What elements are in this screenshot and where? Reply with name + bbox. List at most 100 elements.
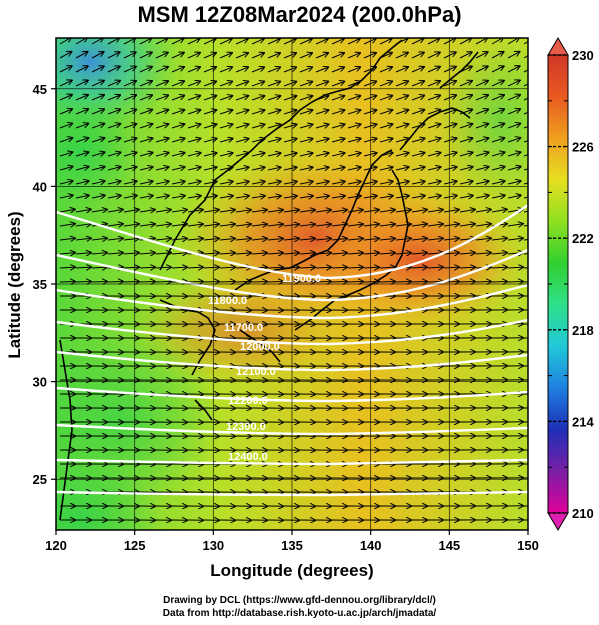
wind-arrow bbox=[203, 39, 216, 45]
y-tick-label: 45 bbox=[33, 82, 47, 97]
wind-arrow bbox=[251, 124, 264, 128]
wind-arrow bbox=[507, 167, 521, 170]
wind-arrow bbox=[155, 81, 168, 87]
wind-arrow bbox=[363, 224, 379, 226]
wind-arrow bbox=[59, 267, 75, 268]
wind-arrow bbox=[459, 124, 472, 129]
wind-arrow bbox=[379, 196, 393, 198]
wind-arrow bbox=[331, 53, 344, 59]
wind-arrow bbox=[235, 239, 251, 240]
wind-arrow bbox=[187, 38, 200, 45]
x-tick-label: 140 bbox=[360, 538, 382, 553]
wind-arrow bbox=[219, 39, 232, 45]
wind-arrow bbox=[411, 167, 425, 170]
wind-arrow bbox=[251, 210, 267, 212]
wind-arrow bbox=[75, 224, 91, 226]
wind-arrow bbox=[187, 138, 201, 142]
wind-arrow bbox=[331, 82, 344, 87]
wind-arrow bbox=[347, 39, 360, 45]
wind-arrow bbox=[267, 196, 281, 198]
wind-arrow bbox=[363, 67, 376, 73]
wind-arrow bbox=[59, 138, 72, 143]
wind-arrow bbox=[155, 67, 168, 73]
wind-arrow bbox=[475, 167, 489, 170]
wind-arrow bbox=[171, 124, 184, 128]
wind-arrow bbox=[235, 81, 248, 87]
wind-arrow bbox=[107, 66, 120, 73]
wind-arrow bbox=[475, 138, 488, 143]
wind-arrow bbox=[107, 95, 120, 101]
wind-arrow bbox=[507, 138, 520, 143]
wind-arrow bbox=[139, 124, 152, 129]
wind-arrow bbox=[507, 152, 520, 156]
wind-arrow bbox=[91, 124, 104, 129]
wind-arrow bbox=[91, 95, 104, 101]
wind-arrow bbox=[251, 224, 267, 226]
wind-arrow bbox=[203, 110, 216, 115]
wind-arrow bbox=[379, 139, 393, 142]
wind-arrow bbox=[203, 81, 216, 87]
wind-arrow bbox=[363, 253, 379, 254]
wind-arrow bbox=[267, 53, 280, 59]
wind-arrow bbox=[267, 253, 283, 254]
wind-arrow bbox=[443, 38, 456, 45]
wind-arrow bbox=[411, 196, 425, 198]
credit-drawing: Drawing by DCL (https://www.gfd-dennou.o… bbox=[163, 595, 436, 606]
wind-arrow bbox=[251, 239, 267, 240]
wind-arrow bbox=[267, 110, 280, 115]
wind-arrow bbox=[443, 238, 459, 240]
wind-arrow bbox=[219, 53, 232, 59]
wind-arrow bbox=[395, 167, 409, 170]
colorbar-label: 214 bbox=[572, 414, 594, 429]
wind-arrow bbox=[395, 81, 408, 87]
wind-arrow bbox=[347, 53, 360, 59]
wind-arrow bbox=[75, 267, 91, 268]
wind-arrow bbox=[107, 138, 120, 143]
wind-arrow bbox=[491, 109, 504, 115]
wind-arrow bbox=[171, 81, 184, 87]
wind-arrow bbox=[91, 138, 104, 143]
wind-arrow bbox=[347, 110, 360, 115]
wind-arrow bbox=[75, 138, 88, 143]
wind-arrow bbox=[139, 181, 153, 184]
wind-arrow bbox=[491, 152, 504, 156]
wind-arrow bbox=[395, 110, 408, 115]
wind-arrow bbox=[315, 182, 329, 184]
wind-arrow bbox=[411, 124, 424, 129]
wind-arrow bbox=[507, 52, 519, 59]
wind-arrow bbox=[315, 39, 328, 45]
wind-arrow bbox=[59, 195, 73, 198]
wind-arrow bbox=[507, 66, 520, 73]
wind-arrow bbox=[507, 124, 520, 129]
y-axis-label: Latitude (degrees) bbox=[5, 211, 24, 358]
wind-arrow bbox=[523, 210, 528, 213]
wind-arrow bbox=[283, 196, 297, 198]
wind-arrow bbox=[299, 182, 313, 184]
wind-arrow bbox=[171, 53, 184, 59]
x-axis: 120 125 130 135 140 145 150 bbox=[45, 530, 539, 553]
wind-arrow bbox=[523, 224, 528, 227]
wind-arrow bbox=[395, 153, 409, 156]
wind-arrow bbox=[203, 96, 216, 101]
wind-arrow bbox=[475, 81, 488, 87]
wind-arrow bbox=[347, 67, 360, 73]
wind-arrow bbox=[139, 253, 155, 254]
wind-arrow bbox=[155, 167, 169, 170]
wind-arrow bbox=[347, 139, 361, 142]
wind-arrow bbox=[171, 110, 184, 115]
wind-arrow bbox=[235, 153, 249, 156]
wind-arrow bbox=[123, 210, 139, 212]
wind-arrow bbox=[427, 210, 443, 212]
wind-arrow bbox=[283, 39, 296, 45]
wind-arrow bbox=[507, 195, 521, 198]
wind-arrow bbox=[187, 267, 203, 268]
wind-arrow bbox=[75, 124, 88, 129]
wind-arrow bbox=[491, 209, 507, 212]
wind-arrow bbox=[219, 196, 233, 198]
wind-arrow bbox=[123, 52, 136, 59]
wind-arrow bbox=[411, 138, 424, 142]
wind-arrow bbox=[491, 138, 504, 143]
wind-arrow bbox=[379, 267, 395, 268]
y-tick-label: 40 bbox=[33, 179, 47, 194]
wind-arrow bbox=[155, 210, 171, 212]
